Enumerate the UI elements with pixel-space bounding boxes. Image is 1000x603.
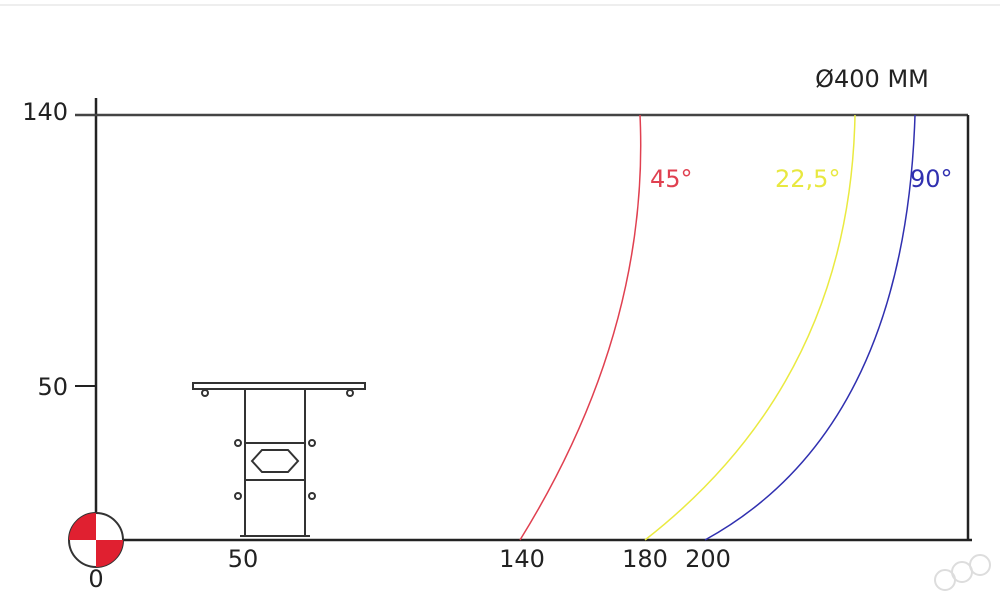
y-label: 140 <box>22 98 68 126</box>
x-label: 140 <box>499 545 545 573</box>
curve-90 <box>704 114 916 541</box>
angle-label: 90° <box>910 165 953 193</box>
profile <box>192 382 366 537</box>
y-label: 50 <box>37 373 68 401</box>
diameter-label: Ø400 MM <box>815 65 929 93</box>
x-label: 50 <box>228 545 259 573</box>
x-label: 180 <box>622 545 668 573</box>
origin-symbol <box>68 512 124 568</box>
angle-label: 22,5° <box>775 165 840 193</box>
angle-label: 45° <box>650 165 693 193</box>
x-label: 200 <box>685 545 731 573</box>
curve-45 <box>519 114 642 541</box>
watermark <box>934 554 991 591</box>
x-label: 0 <box>88 565 103 593</box>
curve-22-5 <box>644 114 856 541</box>
